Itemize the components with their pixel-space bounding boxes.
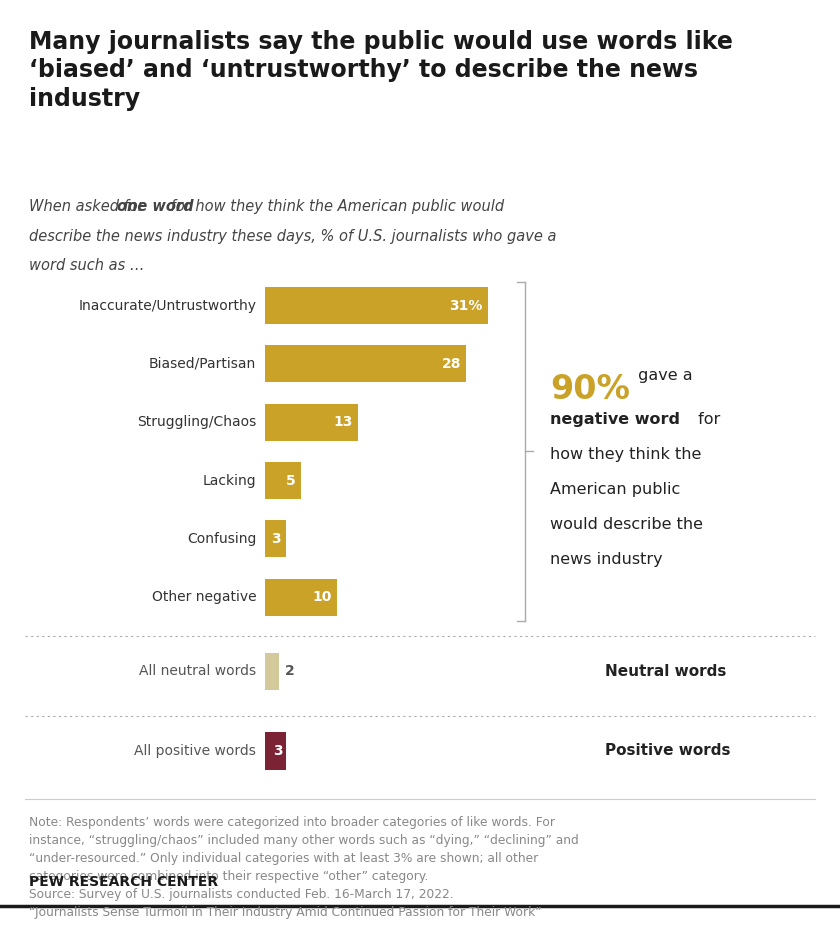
Text: Inaccurate/Untrustworthy: Inaccurate/Untrustworthy — [78, 298, 256, 313]
Text: Confusing: Confusing — [186, 532, 256, 546]
Bar — [265, 732, 286, 770]
Text: news industry: news industry — [550, 552, 663, 568]
Text: negative word: negative word — [550, 411, 680, 427]
Text: Biased/Partisan: Biased/Partisan — [149, 357, 256, 371]
Bar — [265, 653, 279, 690]
Text: 3: 3 — [271, 532, 281, 546]
Bar — [265, 520, 286, 557]
Text: Many journalists say the public would use words like
‘biased’ and ‘untrustworthy: Many journalists say the public would us… — [29, 30, 733, 111]
Text: PEW RESEARCH CENTER: PEW RESEARCH CENTER — [29, 875, 218, 889]
Bar — [265, 462, 301, 499]
Text: All positive words: All positive words — [134, 744, 256, 758]
Text: 10: 10 — [312, 590, 332, 605]
Text: 31%: 31% — [449, 298, 483, 313]
Text: 3: 3 — [273, 744, 283, 758]
Text: Lacking: Lacking — [202, 473, 256, 488]
Text: for: for — [693, 411, 720, 427]
Text: one word: one word — [117, 199, 193, 214]
Text: All neutral words: All neutral words — [139, 664, 256, 679]
Text: 2: 2 — [285, 664, 295, 679]
Text: When asked for: When asked for — [29, 199, 149, 214]
Bar — [265, 579, 337, 616]
Text: for how they think the American public would: for how they think the American public w… — [166, 199, 505, 214]
Text: would describe the: would describe the — [550, 517, 703, 532]
Text: American public: American public — [550, 482, 680, 497]
Text: 28: 28 — [442, 357, 461, 371]
Text: 5: 5 — [286, 473, 296, 488]
Text: Note: Respondents’ words were categorized into broader categories of like words.: Note: Respondents’ words were categorize… — [29, 816, 579, 919]
Text: how they think the: how they think the — [550, 447, 701, 462]
Text: Struggling/Chaos: Struggling/Chaos — [137, 415, 256, 430]
Text: 90%: 90% — [550, 372, 630, 406]
Text: describe the news industry these days, % of U.S. journalists who gave a: describe the news industry these days, %… — [29, 229, 557, 244]
Text: gave a: gave a — [633, 368, 692, 383]
Bar — [265, 287, 488, 324]
Text: 13: 13 — [333, 415, 353, 430]
Text: Positive words: Positive words — [605, 744, 730, 758]
Text: Other negative: Other negative — [151, 590, 256, 605]
Bar — [265, 345, 466, 382]
Text: Neutral words: Neutral words — [605, 664, 726, 679]
Bar — [265, 404, 358, 441]
Text: word such as …: word such as … — [29, 258, 145, 273]
